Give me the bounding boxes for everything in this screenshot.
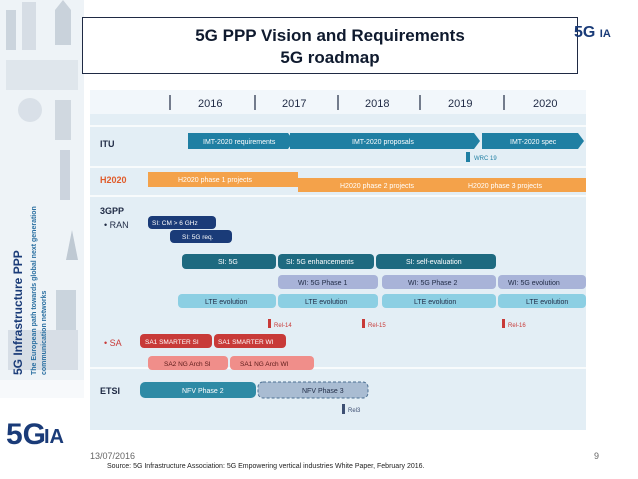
- logo-suffix: IA: [44, 426, 64, 448]
- tagline-line2: The European path towards global next ge…: [31, 206, 38, 375]
- marker-rel15: Rel-15: [368, 323, 386, 329]
- bar-nfv-phase2: NFV Phase 2: [182, 388, 224, 395]
- bar-wi-5g-phase2: WI: 5G Phase 2: [408, 280, 458, 287]
- row-label-ran: • RAN: [104, 220, 129, 230]
- bar-si-cm6: SI: CM > 6 GHz: [152, 220, 198, 227]
- bar-sa1-smarter-si: SA1 SMARTER SI: [145, 339, 199, 346]
- bar-imt-requirements: IMT-2020 requirements: [203, 139, 276, 146]
- roadmap-diagram: 2016 2017 2018 2019 2020 ITU H2020 3GPP …: [90, 90, 586, 430]
- header-logo-suffix: IA: [599, 28, 611, 40]
- slide-subtitle: 5G roadmap: [280, 48, 380, 67]
- tagline-title: 5G Infrastructure PPP: [11, 250, 25, 375]
- bar-si-5g-enhancements: SI: 5G enhancements: [286, 259, 354, 266]
- bar-si-self-evaluation: SI: self-evaluation: [406, 259, 462, 266]
- bar-h2020-phase3: H2020 phase 3 projects: [468, 183, 542, 190]
- sa-bars: SA1 SMARTER SI SA1 SMARTER WI SA2 NG Arc…: [140, 334, 314, 370]
- h2020-bars: H2020 phase 1 projects H2020 phase 2 pro…: [148, 172, 586, 192]
- row-label-sa: • SA: [104, 338, 122, 348]
- landmarks-illustration: [0, 0, 84, 380]
- year-2016: 2016: [198, 98, 222, 110]
- bar-imt-proposals: IMT-2020 proposals: [352, 139, 414, 146]
- bar-wi-5g-evolution: WI: 5G evolution: [508, 280, 560, 287]
- row-label-etsi: ETSI: [100, 386, 120, 396]
- bar-lte-evolution-3: LTE evolution: [414, 299, 456, 306]
- page-number: 9: [594, 451, 600, 461]
- bar-lte-evolution-2: LTE evolution: [305, 299, 347, 306]
- bar-wi-5g-phase1: WI: 5G Phase 1: [298, 280, 348, 287]
- bottom-logo: 5G IA: [0, 398, 84, 479]
- source-note: Source: 5G Infrastructure Association: 5…: [107, 463, 425, 470]
- header-logo-mark: 5G: [574, 24, 596, 41]
- year-2020: 2020: [533, 98, 557, 110]
- bar-lte-evolution-1: LTE evolution: [205, 299, 247, 306]
- marker-wrc19: WRC 19: [474, 156, 497, 162]
- bar-lte-evolution-4: LTE evolution: [526, 299, 568, 306]
- bar-nfv-phase3: NFV Phase 3: [302, 388, 344, 395]
- bar-h2020-phase2: H2020 phase 2 projects: [340, 183, 414, 190]
- bar-imt-spec: IMT-2020 spec: [510, 139, 557, 146]
- row-label-itu: ITU: [100, 139, 115, 149]
- bar-sa2-ng-arch-si: SA2 NG Arch SI: [164, 361, 211, 368]
- logo-mark: 5G: [6, 418, 47, 451]
- ran-bars: SI: CM > 6 GHz SI: 5G req. SI: 5G SI: 5G…: [148, 216, 586, 329]
- marker-rel14: Rel-14: [274, 323, 292, 329]
- slide-title: 5G PPP Vision and Requirements: [195, 26, 465, 45]
- year-2017: 2017: [282, 98, 306, 110]
- year-2019: 2019: [448, 98, 472, 110]
- bar-sa1-smarter-wi: SA1 SMARTER WI: [218, 339, 274, 346]
- etsi-bars: NFV Phase 2 NFV Phase 3 Rel3: [140, 381, 369, 414]
- slide-date: 13/07/2016: [90, 451, 136, 461]
- tagline-line3: communication networks: [41, 290, 48, 375]
- bar-si-5g-req: SI: 5G req.: [182, 234, 214, 241]
- marker-rel3: Rel3: [348, 408, 361, 414]
- bar-h2020-phase1: H2020 phase 1 projects: [178, 177, 252, 184]
- marker-rel16: Rel-16: [508, 323, 526, 329]
- bar-sa1-ng-arch-wi: SA1 NG Arch WI: [240, 361, 289, 368]
- itu-bars: IMT-2020 requirements IMT-2020 proposals…: [188, 133, 584, 162]
- header-logo: 5G IA: [574, 24, 634, 44]
- row-label-3gpp: 3GPP: [100, 206, 124, 216]
- year-2018: 2018: [365, 98, 389, 110]
- slide-title-box: 5G PPP Vision and Requirements 5G roadma…: [82, 17, 578, 74]
- row-label-h2020: H2020: [100, 175, 127, 185]
- sidebar-banner: 5G Infrastructure PPP The European path …: [0, 0, 84, 479]
- bar-si-5g: SI: 5G: [218, 259, 238, 266]
- sidebar-tagline: 5G Infrastructure PPP The European path …: [11, 206, 48, 375]
